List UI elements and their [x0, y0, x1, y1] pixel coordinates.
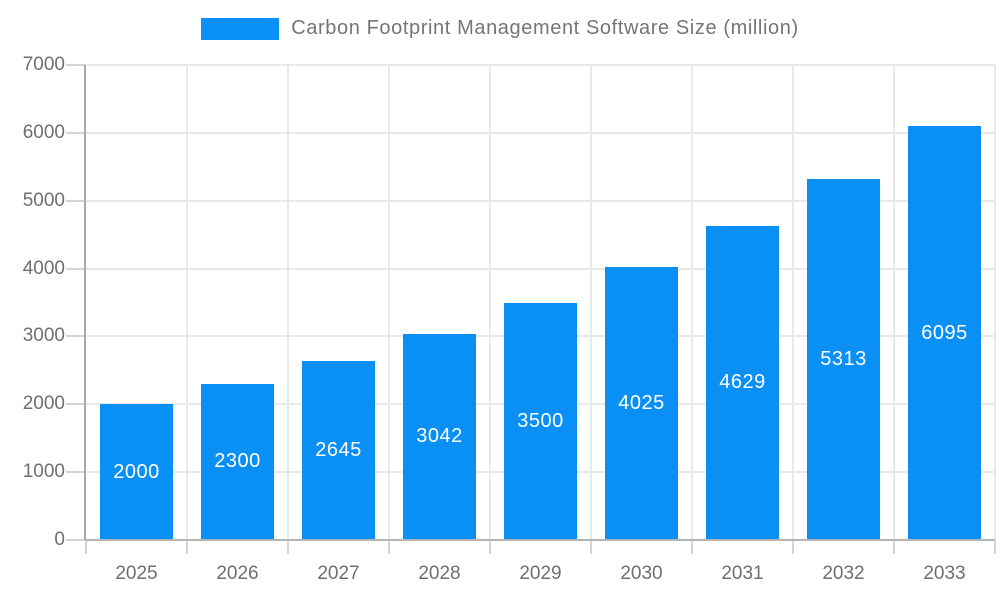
y-axis-tick-label: 2000 [22, 393, 65, 415]
y-axis-tick [66, 471, 86, 474]
legend-swatch-icon [201, 17, 280, 40]
x-gridline [388, 65, 390, 540]
x-axis-tick [388, 540, 390, 554]
y-axis-tick-label: 4000 [22, 257, 65, 279]
x-axis-tick-label: 2033 [923, 563, 966, 584]
bar-value-label: 3500 [517, 409, 564, 432]
y-axis-tick [66, 403, 86, 406]
y-axis-tick-label: 5000 [22, 189, 65, 211]
bar-value-label: 6095 [921, 321, 968, 344]
y-gridline [86, 64, 995, 66]
x-axis-tick [590, 540, 592, 554]
bar-value-label: 4025 [618, 391, 665, 414]
x-axis-tick-label: 2025 [115, 563, 158, 584]
x-axis-tick [994, 540, 996, 554]
bar-2030[interactable]: 4025 [605, 266, 678, 540]
y-axis-tick [66, 539, 86, 541]
y-axis-tick [66, 199, 86, 202]
y-gridline [86, 131, 995, 134]
bar-2028[interactable]: 3042 [403, 333, 476, 540]
x-axis-tick-label: 2027 [317, 563, 360, 584]
x-axis-tick-label: 2031 [721, 563, 764, 584]
x-axis-tick [489, 540, 491, 554]
x-axis-tick [691, 540, 693, 554]
x-axis-tick [186, 540, 188, 554]
x-axis-tick-label: 2028 [418, 563, 461, 584]
bar-value-label: 4629 [719, 371, 766, 394]
x-axis-tick-label: 2026 [216, 563, 259, 584]
bar-2025[interactable]: 2000 [100, 404, 173, 540]
y-axis-tick-label: 6000 [22, 121, 65, 143]
bar-2026[interactable]: 2300 [201, 383, 274, 540]
y-axis-tick [66, 267, 86, 270]
x-axis-tick-label: 2029 [519, 563, 562, 584]
x-axis-tick-label: 2030 [620, 563, 663, 584]
bar-2032[interactable]: 5313 [807, 179, 880, 540]
x-axis-tick-label: 2032 [822, 563, 865, 584]
bar-value-label: 2000 [113, 460, 160, 483]
x-gridline [994, 65, 996, 540]
x-gridline [186, 65, 188, 540]
x-gridline [792, 65, 794, 540]
x-axis-tick [792, 540, 794, 554]
y-axis-tick-label: 0 [54, 529, 65, 550]
x-gridline [489, 65, 491, 540]
y-axis-tick [66, 335, 86, 338]
bar-value-label: 2645 [315, 438, 362, 461]
bar-2033[interactable]: 6095 [908, 126, 981, 540]
bar-value-label: 3042 [416, 425, 463, 448]
y-axis-tick [66, 64, 86, 66]
bar-value-label: 5313 [820, 348, 867, 371]
bar-2031[interactable]: 4629 [706, 225, 779, 540]
y-axis-tick [66, 131, 86, 134]
x-gridline [590, 65, 592, 540]
y-gridline [86, 199, 995, 202]
legend-item[interactable]: Carbon Footprint Management Software Siz… [201, 17, 798, 40]
x-axis-tick [287, 540, 289, 554]
y-axis-tick-label: 7000 [22, 54, 65, 75]
bar-2027[interactable]: 2645 [302, 360, 375, 540]
legend: Carbon Footprint Management Software Siz… [0, 17, 1000, 40]
legend-label: Carbon Footprint Management Software Siz… [291, 17, 799, 39]
x-gridline [691, 65, 693, 540]
x-axis-tick [893, 540, 895, 554]
x-gridline [287, 65, 289, 540]
y-gridline [86, 267, 995, 270]
y-axis-tick-label: 1000 [22, 461, 65, 483]
y-axis-tick-label: 3000 [22, 325, 65, 347]
bar-2029[interactable]: 3500 [504, 302, 577, 540]
x-gridline [893, 65, 895, 540]
bar-value-label: 2300 [214, 450, 261, 473]
y-axis-line [84, 65, 86, 540]
x-axis-line [86, 539, 995, 541]
x-axis-tick [85, 540, 87, 554]
